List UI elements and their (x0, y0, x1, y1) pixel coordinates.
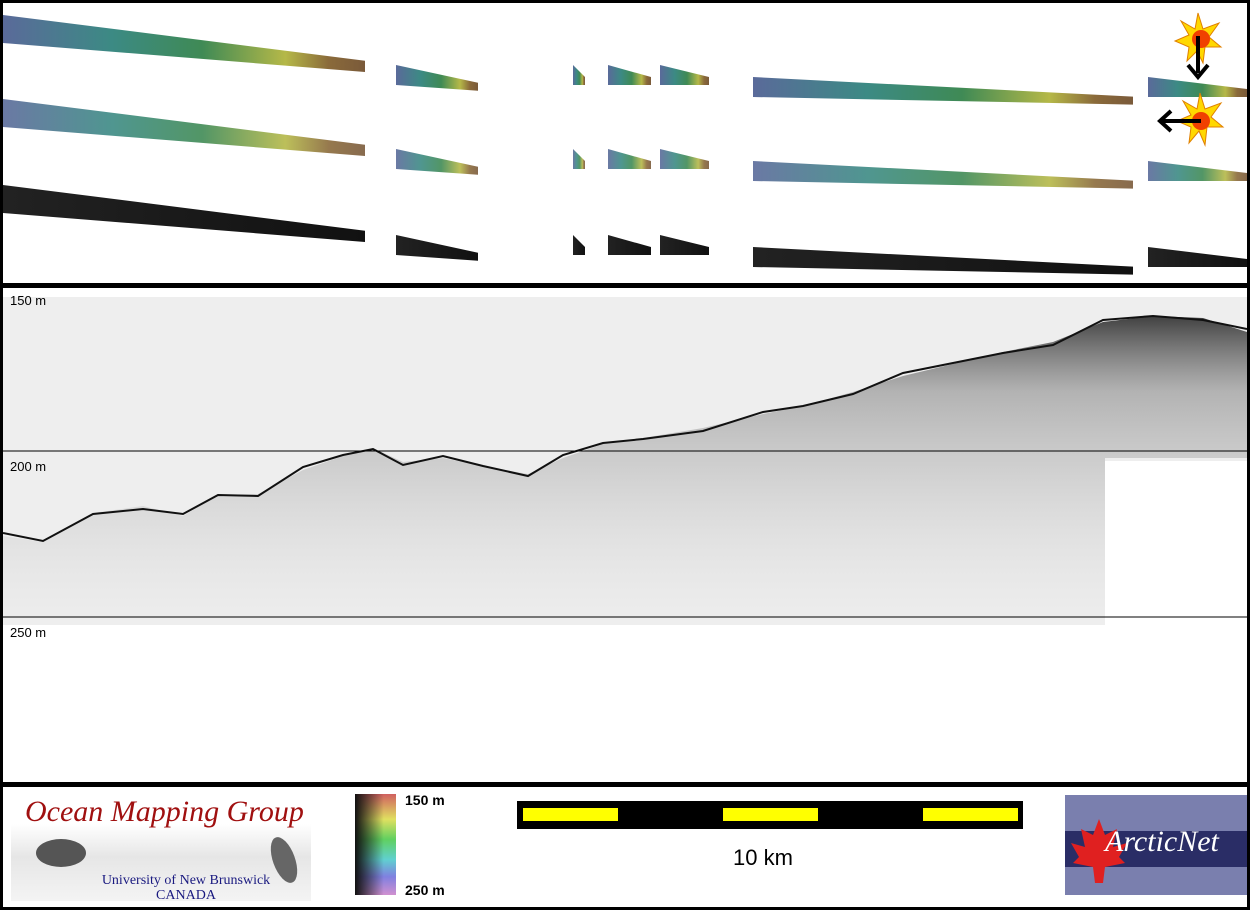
arcticnet-logo-text: ArcticNet (1105, 825, 1219, 858)
swath-strip (396, 65, 478, 91)
depth-colorbar (355, 794, 396, 895)
depth-label-200: 200 m (10, 459, 47, 474)
arcticnet-logo: ArcticNet (1065, 795, 1247, 895)
swath-strip (660, 65, 709, 85)
swath-strip (573, 149, 585, 169)
swath-strip (3, 99, 365, 156)
depth-label-250: 250 m (10, 625, 47, 640)
swath-panel (3, 3, 1247, 283)
swath-strip (3, 15, 365, 72)
swath-strip (573, 65, 585, 85)
swath-strip (573, 235, 585, 255)
omg-logo-university: University of New Brunswick (101, 873, 271, 888)
scale-bar-segment (923, 808, 1018, 821)
swath-strip (753, 77, 1133, 105)
water-column-returns (3, 316, 1247, 618)
swath-strip (396, 235, 478, 261)
swath-strip (608, 149, 651, 169)
swath-strip (3, 185, 365, 242)
echogram (3, 297, 1247, 625)
swath-strip (608, 65, 651, 85)
swath-strip (608, 235, 651, 255)
swath-strip (660, 149, 709, 169)
swath-strip (753, 247, 1133, 275)
omg-logo: Ocean Mapping Group University of New Br… (11, 791, 311, 903)
swath-strip (660, 235, 709, 255)
sun-illumination-west-icon (1155, 91, 1225, 156)
seafloor-trace (3, 314, 1247, 543)
depth-label-150: 150 m (10, 293, 47, 308)
swath-strip (1148, 161, 1247, 181)
maple-leaf-icon (1071, 819, 1127, 883)
omg-logo-title: Ocean Mapping Group (25, 795, 304, 828)
swath-strip (753, 161, 1133, 189)
scale-bar-segment (723, 808, 818, 821)
swath-strip (396, 149, 478, 175)
legend-panel: Ocean Mapping Group University of New Br… (3, 787, 1247, 907)
colorbar-bottom-label: 250 m (405, 882, 445, 898)
sun-illumination-north-icon (1173, 11, 1223, 91)
scale-bar-segment (523, 808, 618, 821)
colorbar-top-label: 150 m (405, 792, 445, 808)
swath-strip (1148, 77, 1247, 97)
echogram-panel: 150 m 200 m 250 m (3, 288, 1247, 782)
scale-bar (517, 801, 1023, 829)
swath-strips (3, 15, 1247, 275)
omg-logo-country: CANADA (156, 888, 216, 903)
swath-strip (1148, 247, 1247, 267)
scale-bar-label: 10 km (733, 845, 793, 870)
